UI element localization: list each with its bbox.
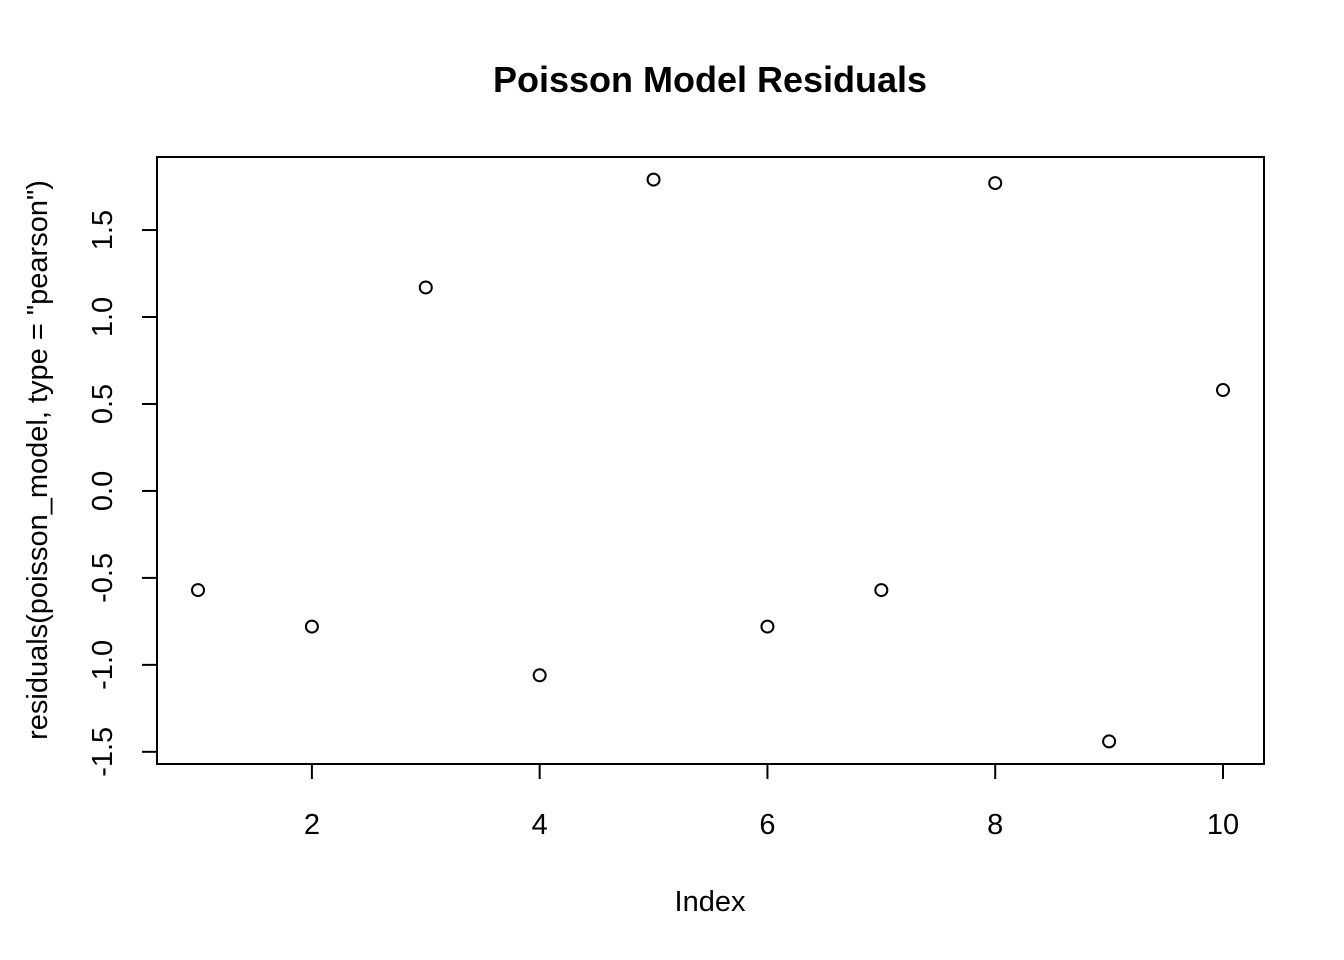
x-axis: 2 4 6 8 10: [304, 763, 1239, 841]
x-tick-label: 6: [759, 809, 775, 841]
data-point: [191, 583, 205, 598]
chart-title: Poisson Model Residuals: [493, 59, 927, 100]
data-point: [988, 176, 1003, 191]
data-points: [191, 172, 1230, 749]
y-tick-label: 1.5: [87, 210, 119, 250]
data-point: [532, 668, 547, 683]
data-point: [1102, 734, 1117, 749]
y-axis-label: residuals(poisson_model, type = "pearson…: [22, 180, 54, 740]
data-point: [418, 280, 433, 295]
y-tick-label: 0.0: [87, 471, 119, 511]
x-tick-label: 4: [532, 809, 548, 841]
data-point: [646, 172, 661, 187]
plot-frame: [156, 156, 1265, 765]
y-tick-label: 1.0: [87, 297, 119, 337]
y-axis: -1.5 -1.0 -0.5 0.0 0.5 1.0 1.5: [87, 210, 158, 777]
data-point: [874, 583, 889, 598]
x-axis-label: Index: [675, 886, 746, 918]
x-tick-label: 2: [304, 809, 320, 841]
data-point: [1216, 383, 1230, 398]
y-tick-label: -1.0: [87, 640, 119, 690]
x-tick-label: 10: [1207, 809, 1239, 841]
data-point: [304, 619, 319, 634]
data-point: [760, 619, 775, 634]
y-tick-label: -1.5: [87, 727, 119, 777]
y-tick-label: -0.5: [87, 553, 119, 603]
x-tick-label: 8: [987, 809, 1003, 841]
y-tick-label: 0.5: [87, 384, 119, 424]
